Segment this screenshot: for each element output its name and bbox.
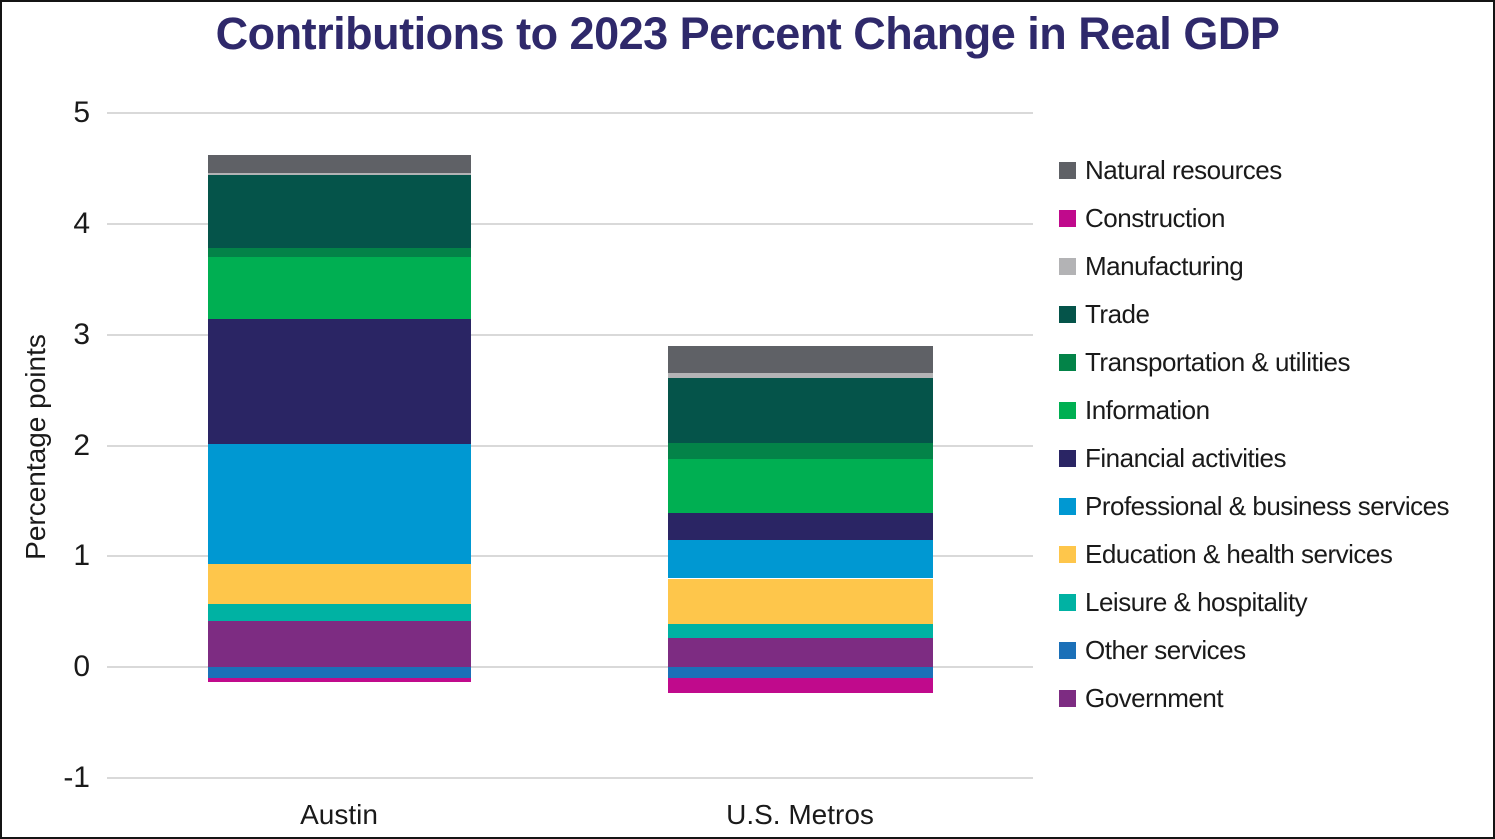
legend-swatch-icon — [1059, 353, 1076, 371]
y-tick-label: -1 — [63, 761, 90, 794]
bar-segment-austin-manufacturing — [208, 172, 471, 176]
bar-segment-u-s-metros-financial-activities — [668, 513, 933, 540]
bar-segment-u-s-metros-education-health-services — [668, 578, 933, 624]
gridline — [107, 666, 1033, 669]
bar-segment-austin-education-health-services — [208, 564, 471, 604]
bar-segment-austin-trade — [208, 175, 471, 249]
bar-segment-u-s-metros-information — [668, 458, 933, 514]
bar-segment-u-s-metros-construction — [668, 678, 933, 693]
bar-segment-austin-construction — [208, 678, 471, 682]
x-label-austin: Austin — [300, 799, 378, 830]
plot-area — [107, 112, 1033, 779]
gridline — [107, 222, 1033, 225]
y-tick-label: 1 — [73, 539, 90, 573]
legend-label: Natural resources — [1085, 154, 1282, 185]
bar-segment-u-s-metros-government — [668, 638, 933, 668]
legend-item-trade: Trade — [1059, 290, 1449, 338]
gridline — [107, 444, 1033, 447]
bar-segment-austin-professional-business-services — [208, 444, 471, 565]
x-label-us-metros: U.S. Metros — [726, 799, 874, 830]
legend-swatch-icon — [1059, 449, 1076, 467]
legend-label: Transportation & utilities — [1085, 346, 1350, 377]
legend-label: Leisure & hospitality — [1085, 586, 1308, 617]
gridline — [107, 777, 1033, 779]
y-tick-label: 4 — [73, 206, 90, 240]
y-tick-label: 5 — [73, 96, 90, 129]
legend-item-government: Government — [1059, 674, 1449, 722]
y-tick-label: 3 — [73, 317, 90, 351]
legend-swatch-icon — [1059, 401, 1076, 419]
gridline — [107, 333, 1033, 336]
legend-label: Education & health services — [1085, 538, 1393, 569]
legend-item-natural-resources: Natural resources — [1059, 146, 1449, 194]
y-tick-label: 2 — [73, 428, 90, 462]
bar-segment-u-s-metros-transportation-utilities — [668, 443, 933, 459]
legend-item-education-health-services: Education & health services — [1059, 530, 1449, 578]
legend-item-information: Information — [1059, 386, 1449, 434]
bar-segment-u-s-metros-leisure-hospitality — [668, 623, 933, 639]
bar-segment-austin-government — [208, 620, 471, 668]
bar-segment-austin-natural-resources — [208, 155, 471, 173]
legend-swatch-icon — [1059, 209, 1076, 227]
bar-segment-u-s-metros-natural-resources — [668, 345, 933, 374]
chart-title: Contributions to 2023 Percent Change in … — [215, 8, 1280, 59]
legend-item-other-services: Other services — [1059, 626, 1449, 674]
bar-segment-u-s-metros-trade — [668, 377, 933, 444]
legend-label: Trade — [1085, 298, 1150, 329]
legend: Natural resources Construction Manufacturi… — [1059, 146, 1450, 722]
legend-item-financial-activities: Financial activities — [1059, 434, 1449, 482]
legend-swatch-icon — [1059, 497, 1076, 515]
legend-item-professional-business-services: Professional & business services — [1059, 482, 1450, 530]
legend-label: Construction — [1085, 202, 1225, 233]
bar-segment-austin-leisure-hospitality — [208, 603, 471, 621]
legend-item-construction: Construction — [1059, 194, 1449, 242]
legend-item-manufacturing: Manufacturing — [1059, 242, 1449, 290]
gridline — [107, 555, 1033, 558]
legend-label: Financial activities — [1085, 442, 1286, 473]
legend-label: Information — [1085, 394, 1210, 425]
y-tick-label: 0 — [73, 650, 90, 684]
bar-segment-austin-financial-activities — [208, 319, 471, 445]
bar-segment-austin-information — [208, 257, 471, 320]
legend-swatch-icon — [1059, 161, 1076, 179]
legend-swatch-icon — [1059, 593, 1076, 611]
legend-label: Government — [1085, 682, 1224, 713]
bar-segment-u-s-metros-other-services — [668, 667, 933, 679]
legend-item-leisure-hospitality: Leisure & hospitality — [1059, 578, 1449, 626]
legend-label: Other services — [1085, 634, 1246, 665]
bar-segment-austin-transportation-utilities — [208, 248, 471, 258]
legend-swatch-icon — [1059, 305, 1076, 323]
gridline — [107, 112, 1033, 114]
legend-swatch-icon — [1059, 689, 1076, 707]
legend-swatch-icon — [1059, 257, 1076, 275]
bar-segment-austin-other-services — [208, 667, 471, 679]
legend-swatch-icon — [1059, 641, 1076, 659]
bar-segment-u-s-metros-professional-business-services — [668, 539, 933, 579]
legend-swatch-icon — [1059, 545, 1076, 563]
bar-segment-u-s-metros-manufacturing — [668, 373, 933, 378]
legend-label: Professional & business services — [1085, 490, 1450, 521]
legend-item-transportation-utilities: Transportation & utilities — [1059, 338, 1449, 386]
legend-label: Manufacturing — [1085, 250, 1244, 281]
